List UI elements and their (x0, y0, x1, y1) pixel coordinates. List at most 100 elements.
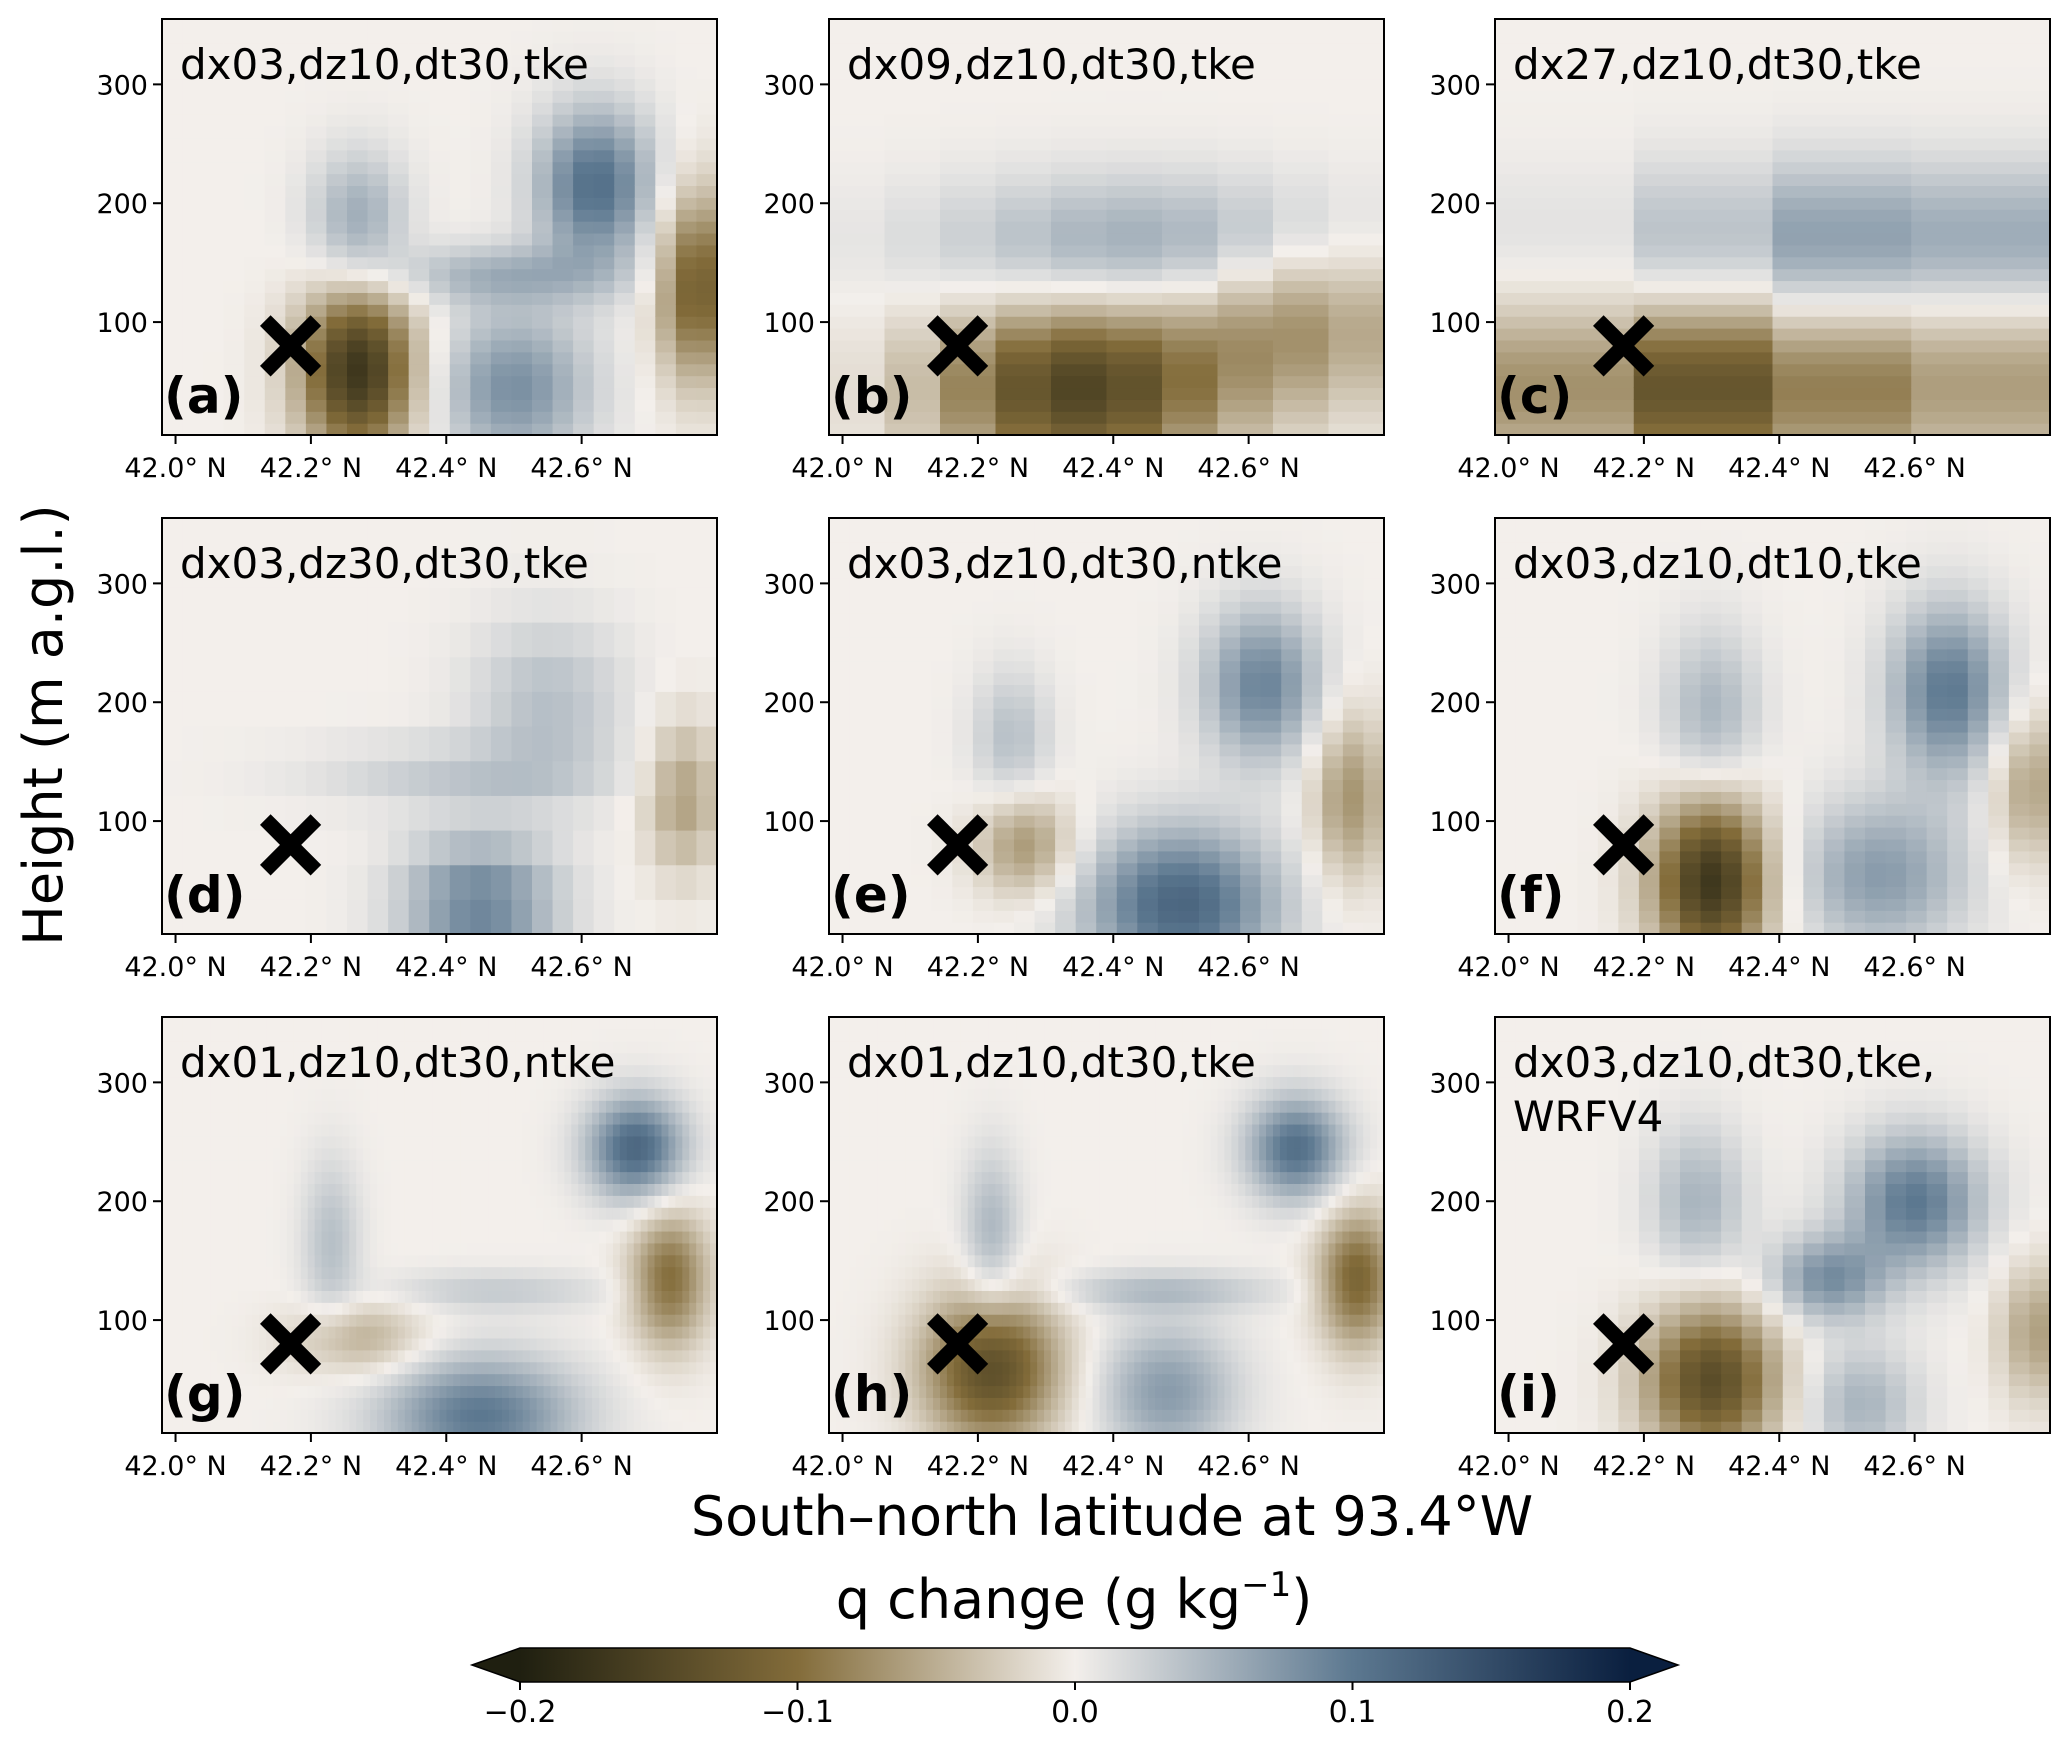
heatmap-cell (2029, 554, 2050, 566)
heatmap-cell (1495, 233, 1634, 245)
heatmap-cell (326, 657, 347, 692)
heatmap-cell (932, 922, 953, 934)
heatmap-cell (370, 1219, 378, 1231)
heatmap-cell (891, 661, 912, 673)
heatmap-cell (614, 102, 635, 114)
heatmap-cell (244, 352, 265, 364)
heatmap-cell (1803, 886, 1824, 898)
heatmap-cell (429, 185, 450, 197)
heatmap-cell (911, 839, 932, 851)
heatmap-cell (329, 1385, 337, 1397)
heatmap-cell (301, 1160, 309, 1172)
heatmap-cell (1343, 696, 1364, 708)
heatmap-cell (162, 657, 183, 692)
heatmap-cell (231, 1326, 239, 1338)
heatmap-cell (1844, 613, 1865, 625)
heatmap-cell (1137, 803, 1158, 815)
heatmap-cell (238, 1148, 246, 1160)
heatmap-cell (635, 257, 656, 269)
heatmap-cell (952, 601, 973, 613)
heatmap-cell (1803, 827, 1824, 839)
heatmap-cell (1261, 922, 1282, 934)
heatmap-cell (1844, 851, 1865, 863)
heatmap-cell (850, 601, 871, 613)
heatmap-cell (1618, 768, 1639, 780)
heatmap-cell (553, 304, 574, 316)
heatmap-cell (259, 1278, 267, 1290)
heatmap-cell (218, 1314, 226, 1326)
heatmap-cell (1240, 779, 1261, 791)
heatmap-cell (1762, 875, 1783, 887)
heatmap-cell (655, 197, 676, 209)
heatmap-cell (356, 1314, 364, 1326)
heatmap-cell (1927, 815, 1948, 827)
heatmap-cell (1055, 589, 1076, 601)
heatmap-cell (1302, 661, 1323, 673)
heatmap-cell (996, 90, 1052, 102)
heatmap-cell (224, 340, 245, 352)
heatmap-cell (252, 1290, 260, 1302)
heatmap-cell (273, 1136, 281, 1148)
heatmap-cell (218, 1219, 226, 1231)
heatmap-cell (190, 1231, 198, 1243)
heatmap-cell (614, 257, 635, 269)
heatmap-cell (285, 657, 306, 692)
heatmap-cell (594, 185, 615, 197)
heatmap-cell (829, 768, 850, 780)
heatmap-cell (252, 1207, 260, 1219)
heatmap-cell (1844, 720, 1865, 732)
heatmap-cell (1844, 708, 1865, 720)
heatmap-cell (1886, 661, 1907, 673)
heatmap-cell (1261, 791, 1282, 803)
heatmap-cell (218, 1267, 226, 1279)
heatmap-cell (1055, 886, 1076, 898)
heatmap-cell (1158, 851, 1179, 863)
heatmap-cell (368, 726, 389, 761)
heatmap-cell (1927, 696, 1948, 708)
heatmap-cell (1014, 875, 1035, 887)
heatmap-cell (1988, 625, 2009, 637)
heatmap-cell (169, 1088, 177, 1100)
heatmap-cell (1598, 684, 1619, 696)
heatmap-cell (1659, 827, 1680, 839)
heatmap-cell (885, 245, 941, 257)
heatmap-cell (1659, 637, 1680, 649)
heatmap-cell (676, 726, 697, 761)
heatmap-cell (1557, 601, 1578, 613)
heatmap-cell (1343, 756, 1364, 768)
heatmap-cell (285, 185, 306, 197)
heatmap-cell (491, 364, 512, 376)
heatmap-cell (409, 90, 430, 102)
heatmap-cell (1343, 744, 1364, 756)
heatmap-cell (183, 328, 204, 340)
heatmap-cell (244, 328, 265, 340)
heatmap-cell (1051, 411, 1107, 423)
heatmap-cell (996, 19, 1052, 31)
heatmap-cell (511, 657, 532, 692)
heatmap-cell (224, 1278, 232, 1290)
heatmap-cell (829, 233, 885, 245)
heatmap-cell (377, 1207, 385, 1219)
heatmap-cell (1516, 661, 1537, 673)
heatmap-cell (635, 78, 656, 90)
heatmap-cell (218, 1255, 226, 1267)
heatmap-cell (285, 587, 306, 622)
heatmap-cell (356, 1219, 364, 1231)
heatmap-cell (2009, 566, 2030, 578)
heatmap-cell (1639, 803, 1660, 815)
heatmap-cell (370, 1136, 378, 1148)
heatmap-cell (398, 1362, 406, 1374)
heatmap-cell (1220, 886, 1241, 898)
heatmap-cell (1968, 625, 1989, 637)
heatmap-cell (1598, 625, 1619, 637)
heatmap-cell (1598, 898, 1619, 910)
heatmap-cell (377, 1350, 385, 1362)
heatmap-cell (252, 1255, 260, 1267)
heatmap-cell (870, 684, 891, 696)
heatmap-cell (1055, 898, 1076, 910)
heatmap-cell (429, 899, 450, 934)
heatmap-cell (370, 1255, 378, 1267)
heatmap-cell (1220, 768, 1241, 780)
heatmap-cell (1329, 280, 1385, 292)
